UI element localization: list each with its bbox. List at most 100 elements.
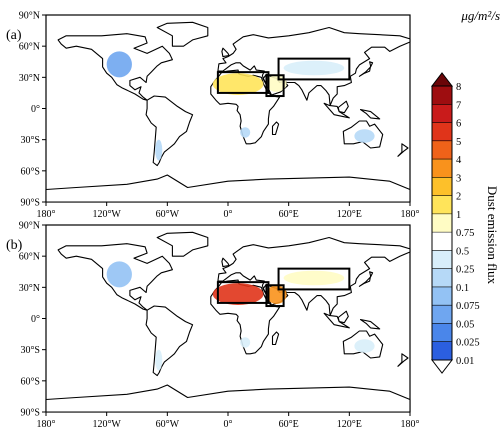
colorbar-tick-label: 7 xyxy=(456,100,461,111)
colorbar-tick-label: 0.5 xyxy=(456,246,469,257)
colorbar-bin xyxy=(432,122,452,141)
x-tick-label: 0° xyxy=(224,209,233,220)
x-tick-label: 60°W xyxy=(156,419,180,430)
x-tick-label: 180° xyxy=(401,209,420,220)
colorbar-tick-label: 4 xyxy=(456,155,462,166)
dust-region-central-asia xyxy=(283,270,345,286)
study-box-1 xyxy=(216,281,270,304)
y-tick-label: 60°N xyxy=(19,252,40,263)
colorbar-bin xyxy=(432,195,452,214)
x-tick-label: 120°E xyxy=(337,209,362,220)
colorbar-tick-label: 6 xyxy=(456,119,461,130)
x-tick-label: 120°W xyxy=(92,419,121,430)
colorbar-tick-label: 2 xyxy=(456,192,461,203)
dust-region-north-america xyxy=(106,261,132,288)
coastline-new-zealand xyxy=(397,353,409,367)
dust-region-australia xyxy=(354,129,375,143)
dust-region-patagonia xyxy=(155,349,163,371)
coastline-greenland xyxy=(156,21,209,47)
y-tick-label: 90°N xyxy=(19,11,40,22)
colorbar-tick-label: 5 xyxy=(456,137,461,148)
colorbar-tick-label: 8 xyxy=(456,82,461,93)
x-tick-label: 0° xyxy=(224,419,233,430)
y-tick-label: 90°S xyxy=(20,198,40,209)
y-tick-label: 90°S xyxy=(20,408,40,419)
y-tick-label: 90°N xyxy=(19,221,40,232)
x-tick-label: 60°E xyxy=(279,209,299,220)
colorbar-bin xyxy=(432,104,452,123)
study-box-3 xyxy=(277,57,351,81)
colorbar-bin xyxy=(432,232,452,251)
colorbar-bin xyxy=(432,305,452,324)
y-tick-label: 0° xyxy=(31,314,40,325)
dust-region-patagonia xyxy=(155,139,163,161)
y-tick-label: 30°N xyxy=(19,73,40,84)
colorbar-min-arrow xyxy=(430,359,454,374)
coastline-greenland xyxy=(156,231,209,257)
coastline-new-guinea xyxy=(359,108,381,120)
coastline-borneo xyxy=(337,100,349,114)
study-box-2 xyxy=(265,74,285,98)
map-panel: (a) 180° 120°W 60°W 0° 60°E 120°E 180° 90°N 60°N 3… xyxy=(6,11,420,221)
colorbar-tick-label: 0.025 xyxy=(456,338,480,349)
coastline-new-guinea xyxy=(359,318,381,330)
colorbar-tick-label: 0.75 xyxy=(456,228,474,239)
colorbar-bin xyxy=(432,268,452,287)
y-tick-label: 60°N xyxy=(19,42,40,53)
colorbar-tick-label: 0.01 xyxy=(456,356,474,367)
colorbar-frame xyxy=(431,85,453,361)
x-tick-label: 180° xyxy=(401,419,420,430)
y-tick-label: 60°S xyxy=(20,376,40,387)
coastline-japan xyxy=(358,61,374,77)
colorbar-bin xyxy=(432,341,452,360)
coastline-indonesia xyxy=(323,312,350,329)
y-tick-label: 60°S xyxy=(20,166,40,177)
dust-region-sahara xyxy=(212,73,264,95)
dust-region-sahara xyxy=(212,283,264,305)
dust-region-southwest-africa xyxy=(240,127,251,138)
dust-region-australia xyxy=(354,339,375,353)
x-tick-label: 60°W xyxy=(156,209,180,220)
dust-region-central-asia xyxy=(283,60,345,76)
coastline-borneo xyxy=(337,310,349,324)
colorbar-tick-label: 0.05 xyxy=(456,319,474,330)
colorbar-bin xyxy=(432,159,452,178)
panel-label: (b) xyxy=(6,238,23,253)
x-tick-label: 180° xyxy=(37,419,56,430)
study-box-3 xyxy=(277,267,351,291)
study-box-1 xyxy=(216,71,270,94)
colorbar-title: Dust emission flux xyxy=(485,186,500,285)
panel-label: (a) xyxy=(6,28,22,43)
x-tick-label: 60°E xyxy=(279,419,299,430)
colorbar: 0.01 0.025 0.05 0.075 0.1 0.25 0.5 0.75 1 2 3 4 5 6 7 8 xyxy=(430,72,480,374)
colorbar-tick-label: 0.25 xyxy=(456,265,474,276)
colorbar-tick-label: 3 xyxy=(456,173,461,184)
coastline-japan xyxy=(358,271,374,287)
coastline-antarctica xyxy=(45,174,411,203)
coastline-madagascar xyxy=(271,121,280,136)
colorbar-bin xyxy=(432,140,452,160)
map-panel: (b) 180° 120°W 60°W 0° 60°E 120°E 180° 90°N 60°N 3… xyxy=(6,221,420,431)
y-tick-label: 30°N xyxy=(19,283,40,294)
colorbar-tick-label: 0.1 xyxy=(456,283,469,294)
x-tick-label: 180° xyxy=(37,209,56,220)
colorbar-tick-label: 0.075 xyxy=(456,301,480,312)
x-tick-label: 120°W xyxy=(92,209,121,220)
study-box-2 xyxy=(265,284,285,308)
coastline-indonesia xyxy=(323,102,350,119)
x-tick-label: 120°E xyxy=(337,419,362,430)
coastline-new-zealand xyxy=(397,143,409,157)
colorbar-bin xyxy=(432,286,452,306)
coastline-uk xyxy=(221,257,230,268)
colorbar-tick-label: 1 xyxy=(456,210,461,221)
colorbar-bin xyxy=(432,86,452,105)
y-tick-label: 0° xyxy=(31,104,40,115)
colorbar-bin xyxy=(432,177,452,196)
colorbar-bin xyxy=(432,250,452,269)
colorbar-bin xyxy=(432,213,452,233)
coastline-uk xyxy=(221,47,230,58)
dust-region-north-america xyxy=(106,51,132,78)
unit-label: μg/m²/s xyxy=(460,8,500,23)
y-tick-label: 30°S xyxy=(20,345,40,356)
